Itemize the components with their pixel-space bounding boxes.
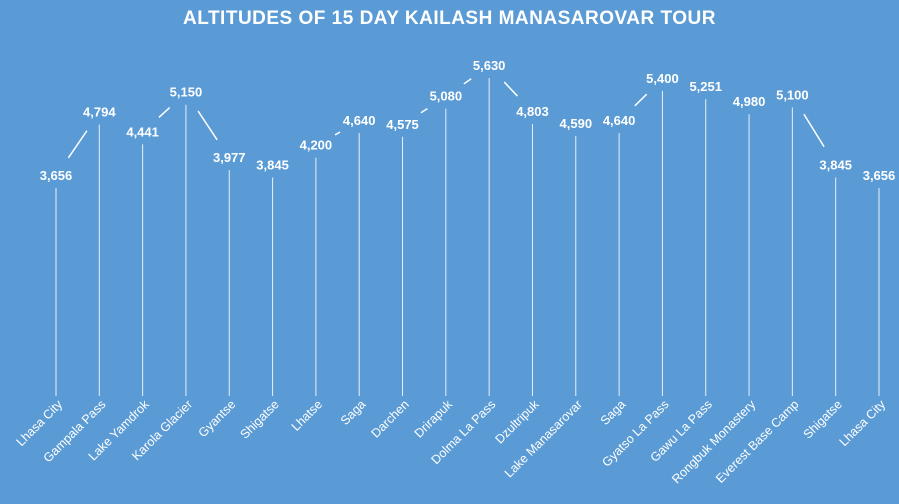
data-label: 3,656 — [40, 168, 73, 183]
data-label: 4,640 — [603, 113, 636, 128]
category-label: Saga — [598, 397, 629, 428]
category-label: Lhasa City — [837, 397, 889, 449]
category-label: Darchen — [368, 397, 411, 440]
data-label: 4,575 — [386, 117, 419, 132]
category-label: Rongbuk Monastery — [669, 397, 759, 487]
data-label: 4,441 — [126, 124, 159, 139]
chart-title: ALTITUDES OF 15 DAY KAILASH MANASAROVAR … — [183, 8, 716, 29]
category-label: Everest Base Camp — [713, 397, 802, 486]
data-label: 5,080 — [430, 89, 463, 104]
category-label: Drirapuk — [412, 397, 456, 441]
data-label: 3,977 — [213, 150, 246, 165]
data-label: 5,400 — [646, 71, 679, 86]
data-label: 3,845 — [819, 157, 852, 172]
label-leader-line — [334, 131, 341, 136]
category-label: Saga — [338, 397, 369, 428]
label-leader-line — [503, 81, 518, 97]
data-label: 3,656 — [863, 168, 896, 183]
category-label: Shigatse — [801, 397, 845, 441]
data-label: 5,150 — [170, 85, 203, 100]
label-leader-line — [420, 108, 428, 114]
label-leader-line — [197, 110, 218, 141]
label-leader-line — [634, 93, 648, 107]
category-label: Lhatse — [289, 397, 325, 433]
category-label: Gyantse — [196, 397, 239, 440]
label-leader-line — [803, 113, 825, 148]
data-label: 4,640 — [343, 113, 376, 128]
data-label: 5,630 — [473, 58, 506, 73]
data-label: 4,590 — [560, 116, 593, 131]
data-label: 5,100 — [776, 88, 809, 103]
data-label: 4,980 — [733, 94, 766, 109]
data-label: 4,200 — [300, 138, 333, 153]
data-label: 3,845 — [256, 157, 289, 172]
category-label: Lake Manasarovar — [502, 397, 585, 480]
data-label: 4,794 — [83, 105, 116, 120]
label-leader-line — [67, 130, 88, 159]
data-label: 5,251 — [689, 79, 722, 94]
category-label: Shigatse — [237, 397, 281, 441]
label-leader-line — [463, 78, 472, 85]
label-leader-line — [158, 107, 171, 118]
data-label: 4,803 — [516, 104, 549, 119]
